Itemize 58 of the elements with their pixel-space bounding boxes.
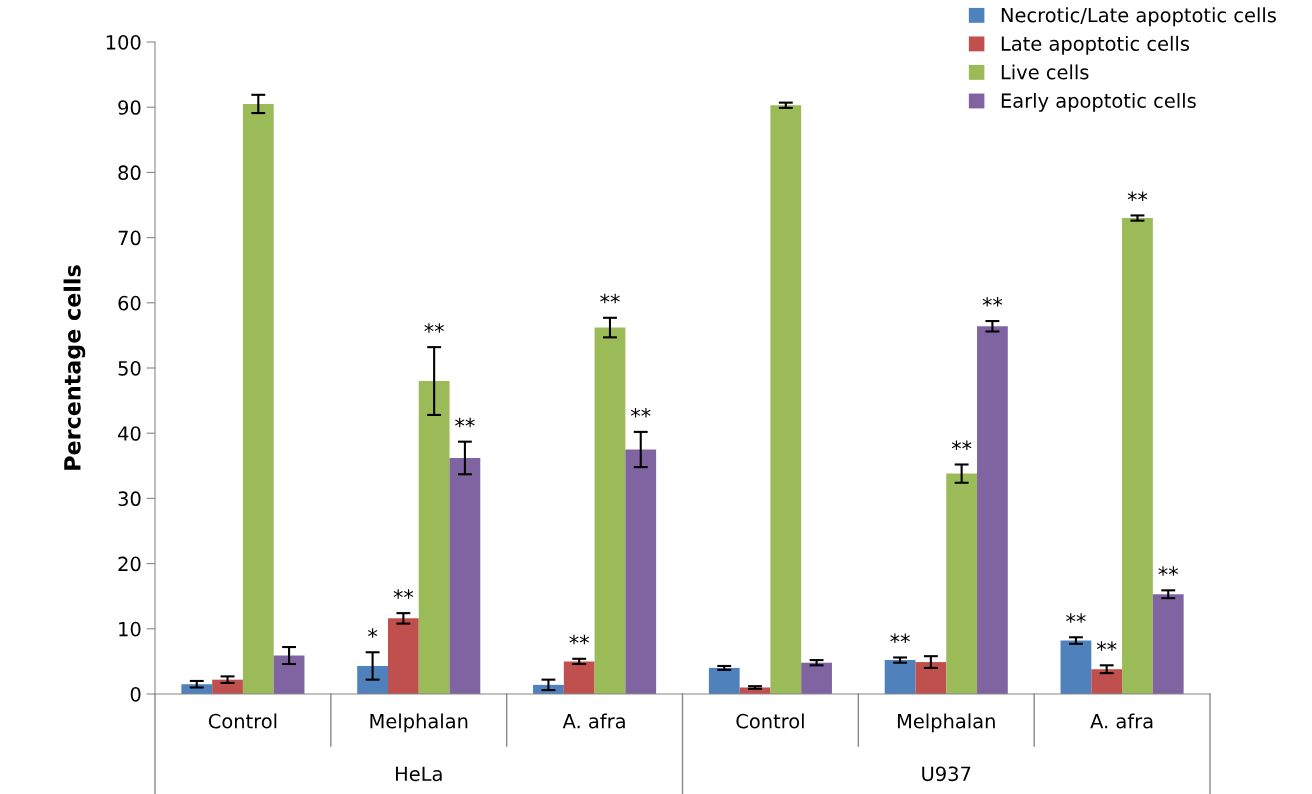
legend-label: Early apoptotic cells [1001, 92, 1196, 112]
x-tick-label: A. afra [562, 713, 625, 729]
y-tick-label: 60 [118, 295, 141, 311]
y-axis-title: Percentage cells [63, 265, 86, 470]
y-tick-label: 0 [130, 686, 141, 702]
bar [418, 381, 450, 694]
data-label: ** [569, 634, 589, 645]
bar [946, 473, 978, 694]
bar [357, 665, 388, 694]
bar [1060, 640, 1092, 694]
data-label: ** [630, 407, 651, 418]
data-label: ** [393, 589, 414, 599]
bar [387, 618, 419, 694]
text: U937 [922, 766, 971, 782]
data-label: ** [1158, 566, 1179, 576]
bar [1122, 218, 1153, 694]
text: HeLa [395, 766, 442, 782]
bar [242, 103, 274, 694]
legend-label: Necrotic/Late apoptotic cells [1001, 7, 1276, 27]
bar [1152, 594, 1184, 694]
data-label: ** [424, 323, 444, 333]
bar [884, 660, 916, 694]
y-tick-label: 40 [118, 426, 141, 441]
legend-label: Live cells [1001, 64, 1089, 80]
data-label: ** [1127, 191, 1148, 201]
data-label: ** [600, 293, 620, 304]
bar [915, 662, 947, 694]
y-tick-label: 10 [119, 621, 141, 637]
data-label: ** [1096, 641, 1117, 651]
y-tick-label: 70 [118, 230, 141, 246]
data-label: ** [951, 440, 972, 451]
y-tick-label: 30 [118, 491, 141, 507]
bar [273, 655, 305, 694]
data-label: ** [890, 633, 910, 644]
bar [977, 326, 1008, 694]
x-tick-label: Melphalan [897, 713, 995, 733]
y-tick-label: 20 [118, 556, 141, 572]
x-tick-label: Melphalan [370, 713, 468, 733]
data-label: ** [455, 417, 475, 428]
bar [625, 449, 657, 694]
x-tick-label: Control [208, 713, 277, 729]
bar [449, 457, 481, 694]
data-label: * [368, 628, 378, 638]
bar [563, 661, 595, 694]
legend-label: Late apoptotic cells [1001, 35, 1190, 55]
y-tick-label: 100 [106, 34, 141, 50]
data-label: ** [1066, 613, 1086, 623]
y-tick-label: 50 [118, 360, 141, 376]
y-tick-label: 80 [118, 165, 141, 181]
bar [770, 105, 802, 694]
bar [1091, 669, 1123, 694]
x-tick-label: A. afra [1090, 713, 1153, 729]
y-tick-label: 90 [118, 100, 141, 115]
bar [594, 327, 626, 694]
bar [708, 667, 740, 694]
data-label: ** [982, 297, 1003, 307]
bar [801, 662, 832, 694]
x-tick-label: Control [736, 713, 804, 729]
